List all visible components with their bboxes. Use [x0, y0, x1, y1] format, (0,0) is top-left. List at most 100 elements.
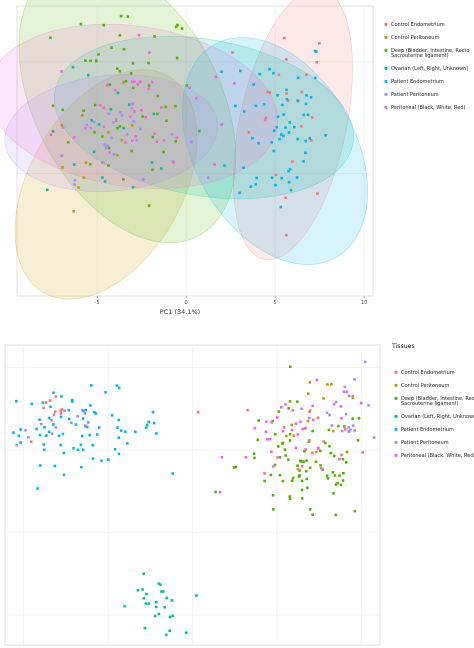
data-point: [220, 70, 223, 74]
confidence-ellipse: [232, 0, 353, 261]
data-point: [45, 188, 49, 192]
legend-key: [394, 440, 398, 444]
data-point: [170, 599, 174, 602]
data-point: [110, 413, 114, 417]
data-point: [242, 110, 246, 113]
data-point: [129, 115, 132, 118]
data-point: [313, 49, 317, 53]
data-point: [143, 626, 147, 630]
data-point: [84, 59, 87, 62]
data-point: [155, 140, 159, 144]
data-point: [268, 91, 272, 94]
data-point: [89, 404, 92, 407]
data-point: [60, 395, 63, 398]
data-point: [288, 400, 292, 403]
legend-label: Sacrouterine ligament): [401, 401, 459, 407]
data-point: [284, 403, 287, 406]
data-point: [132, 120, 136, 123]
data-point: [85, 425, 89, 429]
data-point: [107, 130, 110, 134]
data-point: [339, 405, 343, 408]
plot-panel-top: [16, 5, 374, 297]
data-point: [44, 401, 48, 404]
data-point: [93, 103, 97, 107]
legend-key: [394, 383, 398, 387]
data-point: [274, 173, 278, 177]
data-point: [144, 426, 148, 429]
data-point: [347, 430, 351, 433]
data-point: [84, 161, 88, 164]
data-point: [206, 176, 210, 179]
data-point: [147, 420, 150, 424]
data-point: [80, 114, 84, 117]
data-point: [185, 84, 189, 87]
data-point: [74, 423, 78, 426]
data-point: [315, 450, 318, 454]
data-point: [234, 465, 238, 469]
legend-key: [384, 92, 388, 96]
data-point: [344, 412, 348, 416]
data-point: [70, 421, 73, 425]
data-point: [49, 36, 52, 39]
data-point: [106, 144, 109, 148]
data-point: [318, 42, 321, 45]
data-point: [300, 407, 303, 411]
data-point: [298, 474, 301, 477]
data-point: [310, 451, 314, 455]
data-point: [171, 472, 175, 475]
data-point: [288, 495, 292, 498]
data-point: [147, 84, 151, 87]
data-point: [12, 431, 15, 434]
data-point: [296, 467, 300, 471]
data-point: [302, 113, 306, 117]
data-point: [264, 430, 268, 434]
data-point: [338, 457, 341, 461]
data-point: [334, 513, 338, 517]
data-point: [278, 137, 281, 141]
data-point: [286, 99, 290, 102]
data-point: [150, 80, 154, 84]
data-point: [77, 186, 80, 189]
data-point: [322, 397, 325, 400]
data-point: [304, 151, 307, 155]
data-point: [349, 428, 352, 432]
data-point: [282, 134, 285, 138]
data-point: [308, 416, 311, 420]
data-point: [322, 440, 326, 443]
data-point: [165, 596, 169, 600]
data-point: [112, 121, 115, 124]
legend-label: Patient Endometrium: [401, 427, 454, 433]
data-point: [134, 135, 137, 138]
data-point: [118, 125, 122, 128]
data-point: [300, 479, 304, 483]
data-point: [138, 80, 142, 84]
data-point: [83, 411, 87, 415]
data-point: [280, 103, 284, 107]
data-point: [284, 233, 288, 237]
data-point: [285, 98, 289, 101]
data-point: [301, 427, 304, 431]
data-point: [115, 153, 119, 157]
data-point: [153, 614, 157, 618]
data-point: [275, 416, 279, 419]
data-point: [287, 458, 290, 462]
data-point: [168, 629, 172, 633]
data-point: [102, 161, 105, 164]
x-tick-label: -5: [95, 300, 100, 306]
data-point: [333, 474, 337, 477]
data-point: [311, 418, 315, 422]
data-point: [53, 464, 57, 468]
data-point: [152, 421, 156, 425]
data-point: [190, 140, 193, 144]
data-point: [141, 588, 144, 591]
data-point: [125, 133, 129, 136]
data-point: [319, 467, 323, 470]
data-point: [52, 391, 55, 395]
data-point: [246, 408, 249, 412]
data-point: [287, 169, 290, 173]
data-point: [296, 137, 299, 141]
data-point: [103, 143, 107, 146]
data-point: [151, 135, 155, 139]
data-point: [30, 402, 33, 406]
data-point: [339, 483, 343, 487]
